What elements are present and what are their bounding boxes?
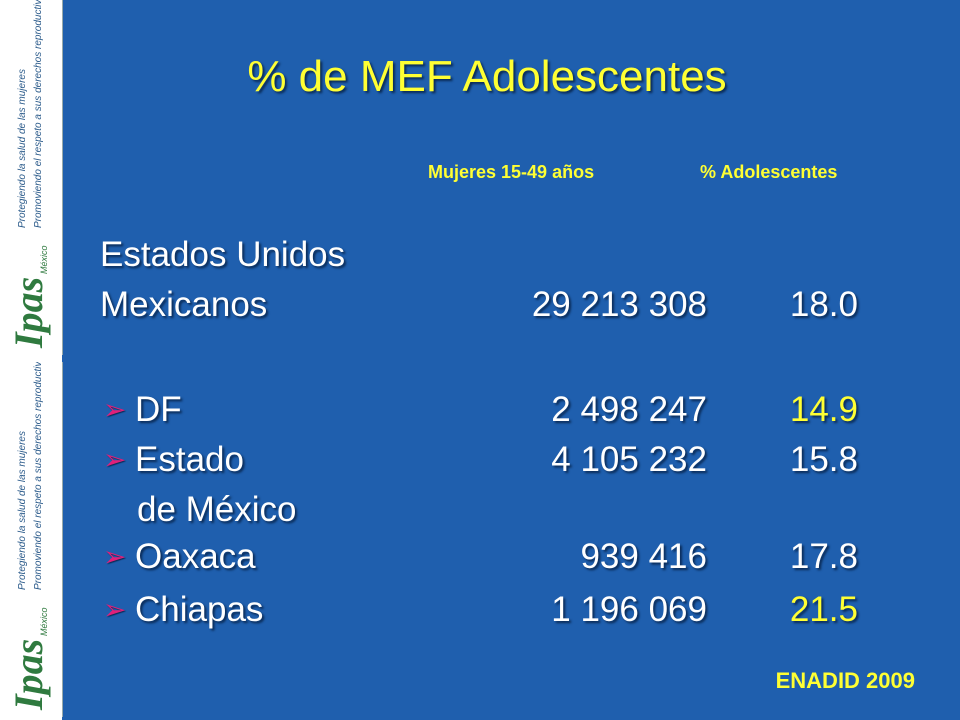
column-header: % Adolescentes xyxy=(700,162,838,182)
row-label: Estados Unidos xyxy=(100,235,346,274)
row-label: Estado xyxy=(135,440,244,479)
logo: Ipas México Protegiendo la salud de las mu… xyxy=(0,0,63,355)
logo: Ipas México Protegiendo la salud de las mu… xyxy=(0,362,63,717)
logo-brand: Ipas xyxy=(6,638,51,710)
percent: 18.0 xyxy=(789,285,858,324)
bullet: ➢ xyxy=(103,594,127,625)
women-count: 29 213 308 xyxy=(531,285,707,324)
percent: 17.8 xyxy=(789,537,858,576)
bullet: ➢ xyxy=(103,394,127,425)
women-count: 1 196 069 xyxy=(551,590,707,629)
percent: 14.9 xyxy=(789,390,858,429)
bullet: ➢ xyxy=(103,541,127,572)
percent: 15.8 xyxy=(789,440,858,479)
row-label: Oaxaca xyxy=(135,537,256,576)
logo-country: México xyxy=(39,607,49,636)
logo-tagline: Promoviendo el respeto a sus derechos re… xyxy=(33,362,44,590)
logo-tagline: Promoviendo el respeto a sus derechos re… xyxy=(33,0,44,228)
column-header: Mujeres 15-49 años xyxy=(428,162,595,182)
logo-group: Ipas México Protegiendo la salud de las mu… xyxy=(3,0,59,348)
logo-brand: Ipas xyxy=(6,276,51,348)
title: % de MEF Adolescentes xyxy=(247,52,727,101)
row-label: DF xyxy=(135,390,182,429)
women-count: 939 416 xyxy=(580,537,707,576)
logo-tagline: Protegiendo la salud de las mujeres xyxy=(17,69,28,228)
logo-country: México xyxy=(39,245,49,274)
source: ENADID 2009 xyxy=(775,668,915,693)
percent: 21.5 xyxy=(789,590,858,629)
bullet: ➢ xyxy=(103,444,127,475)
sidebar: Ipas México Protegiendo la salud de las mu… xyxy=(0,0,63,720)
women-count: 2 498 247 xyxy=(551,390,707,429)
women-count: 4 105 232 xyxy=(551,440,707,479)
row-label: Chiapas xyxy=(135,590,264,629)
row-label: de México xyxy=(137,490,297,529)
logo-tagline: Protegiendo la salud de las mujeres xyxy=(17,431,28,590)
row-label: Mexicanos xyxy=(100,285,268,324)
logo-group: Ipas México Protegiendo la salud de las mu… xyxy=(3,362,59,710)
